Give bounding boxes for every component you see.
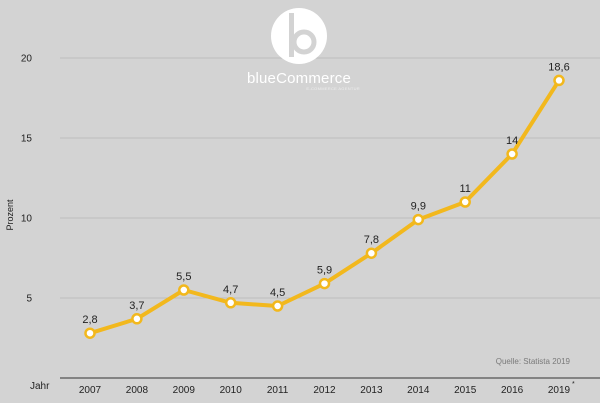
data-label: 4,7 [223,284,238,296]
data-point [506,148,518,160]
brand-name: blueCommerce [246,70,352,87]
data-point [84,327,96,339]
data-label: 2,8 [82,314,97,326]
x-tick-label: 2013 [360,385,383,396]
x-axis-title: Jahr [30,381,50,392]
data-label: 3,7 [129,300,144,312]
x-tick-label: 2016 [501,385,524,396]
data-point [365,247,378,259]
data-point [224,297,237,309]
data-point [412,213,425,226]
data-label: 18,6 [548,61,569,73]
x-tick-label: 2015 [454,385,477,396]
x-tick-label: 2007 [79,385,102,396]
x-tick-labels: 2007 2008 2009 2010 2011 2012 2013 2014 2015 2016… [79,381,575,396]
data-label: 4,5 [270,287,285,299]
data-point [178,284,190,296]
source-note: Quelle: Statista 2019 [495,357,570,366]
data-points [84,74,565,339]
x-tick-label: 2008 [126,385,149,396]
y-axis-title: Prozent [5,199,15,231]
y-tick-label: 5 [26,294,32,305]
y-tick-label: 20 [21,54,33,65]
data-label: 5,5 [176,271,191,283]
x-tick-label: 2019 [548,385,571,396]
x-tick-label: 2011 [267,385,289,396]
data-point [459,196,471,208]
y-tick-label: 10 [21,214,33,225]
data-label: 7,8 [364,234,379,246]
y-tick-label: 15 [21,134,33,145]
data-label: 14 [506,135,518,147]
data-label: 11 [459,183,470,195]
data-labels: 2,8 3,7 5,5 4,7 4,5 5,9 7,8 9,9 11 14 18,6 [82,61,569,326]
data-label: 9,9 [411,201,426,213]
y-tick-labels: 5 10 15 20 [21,54,33,305]
x-tick-label: 2012 [313,385,336,396]
grid-lines [60,57,600,299]
data-point [131,313,143,325]
data-point [553,74,565,87]
footnote-marker: * [572,381,575,388]
brand-tagline: E-COMMERCE AGENTUR [306,86,360,91]
data-point [318,277,331,290]
x-tick-label: 2009 [173,385,196,396]
x-tick-label: 2010 [220,385,243,396]
data-label: 5,9 [317,265,332,277]
x-tick-label: 2014 [407,385,430,396]
series-line [88,78,561,336]
data-point [271,300,284,312]
brand-logo-icon [271,8,327,64]
